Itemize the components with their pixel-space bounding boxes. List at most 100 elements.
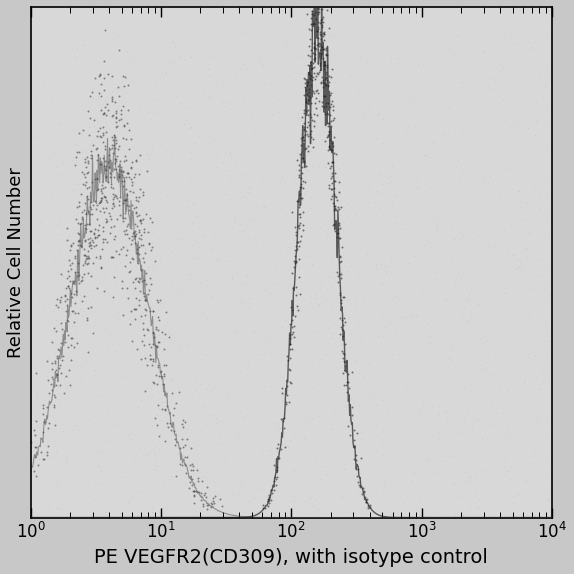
Point	[373, 414, 382, 424]
Point	[29, 268, 38, 277]
Point	[424, 37, 433, 46]
Point	[305, 52, 315, 61]
Point	[436, 45, 445, 55]
Point	[51, 359, 60, 368]
Point	[425, 195, 435, 204]
Point	[80, 268, 89, 277]
Point	[298, 132, 308, 141]
Point	[312, 0, 321, 9]
Point	[33, 390, 42, 400]
Point	[314, 7, 323, 17]
Point	[191, 212, 200, 221]
Point	[502, 346, 511, 355]
Point	[69, 317, 79, 326]
Point	[66, 334, 75, 343]
Point	[67, 328, 76, 338]
Point	[194, 212, 203, 222]
Point	[301, 60, 310, 69]
Point	[119, 114, 129, 123]
Point	[362, 250, 371, 259]
Point	[354, 87, 363, 96]
Point	[191, 295, 200, 304]
Point	[529, 451, 538, 460]
Point	[443, 389, 452, 398]
Point	[502, 467, 511, 476]
Point	[371, 342, 380, 351]
Point	[312, 111, 321, 120]
Point	[176, 287, 185, 296]
Point	[92, 155, 101, 164]
Point	[381, 363, 390, 372]
Point	[163, 418, 172, 428]
Point	[285, 365, 294, 374]
Point	[304, 96, 313, 105]
Point	[412, 443, 421, 452]
Point	[272, 260, 281, 269]
Point	[55, 381, 64, 390]
Point	[131, 208, 141, 218]
Point	[95, 207, 104, 216]
Point	[53, 267, 63, 277]
Point	[44, 502, 53, 511]
Point	[139, 412, 149, 421]
Point	[171, 471, 180, 480]
Point	[206, 163, 215, 172]
Point	[458, 493, 467, 502]
Point	[263, 226, 273, 235]
Point	[89, 292, 98, 301]
Point	[386, 177, 395, 187]
Point	[335, 234, 344, 243]
Point	[133, 277, 142, 286]
Point	[111, 262, 121, 271]
Point	[287, 491, 296, 501]
Point	[253, 183, 262, 192]
Point	[212, 413, 221, 422]
Point	[529, 499, 538, 509]
Point	[310, 294, 319, 303]
Point	[206, 243, 215, 253]
Point	[408, 310, 417, 319]
Point	[241, 375, 250, 384]
Point	[161, 146, 170, 155]
Point	[231, 490, 240, 499]
Point	[376, 169, 385, 178]
Point	[183, 451, 192, 460]
Point	[527, 203, 536, 212]
Point	[281, 249, 290, 258]
Point	[382, 268, 391, 277]
Point	[78, 387, 87, 397]
Point	[193, 421, 202, 430]
Point	[465, 46, 474, 55]
Point	[151, 324, 160, 333]
Point	[222, 149, 231, 158]
Point	[130, 169, 139, 179]
Point	[458, 270, 467, 279]
Point	[284, 120, 293, 129]
Point	[345, 296, 354, 305]
Point	[328, 249, 338, 258]
Point	[91, 495, 100, 504]
Point	[71, 122, 80, 131]
Point	[344, 384, 354, 393]
Point	[193, 49, 203, 58]
Point	[92, 173, 101, 183]
Point	[147, 143, 156, 152]
Point	[198, 230, 207, 239]
Point	[340, 477, 350, 486]
Point	[343, 416, 352, 425]
Point	[278, 165, 288, 174]
Point	[55, 268, 64, 277]
Point	[340, 361, 350, 370]
Point	[354, 440, 363, 449]
Point	[135, 210, 144, 219]
Point	[36, 234, 45, 243]
Point	[57, 170, 66, 180]
Point	[132, 211, 141, 220]
Point	[309, 42, 319, 51]
Point	[449, 118, 458, 127]
Point	[98, 346, 107, 355]
Point	[364, 360, 373, 369]
Point	[183, 102, 192, 111]
Point	[531, 87, 540, 96]
Point	[136, 312, 145, 321]
